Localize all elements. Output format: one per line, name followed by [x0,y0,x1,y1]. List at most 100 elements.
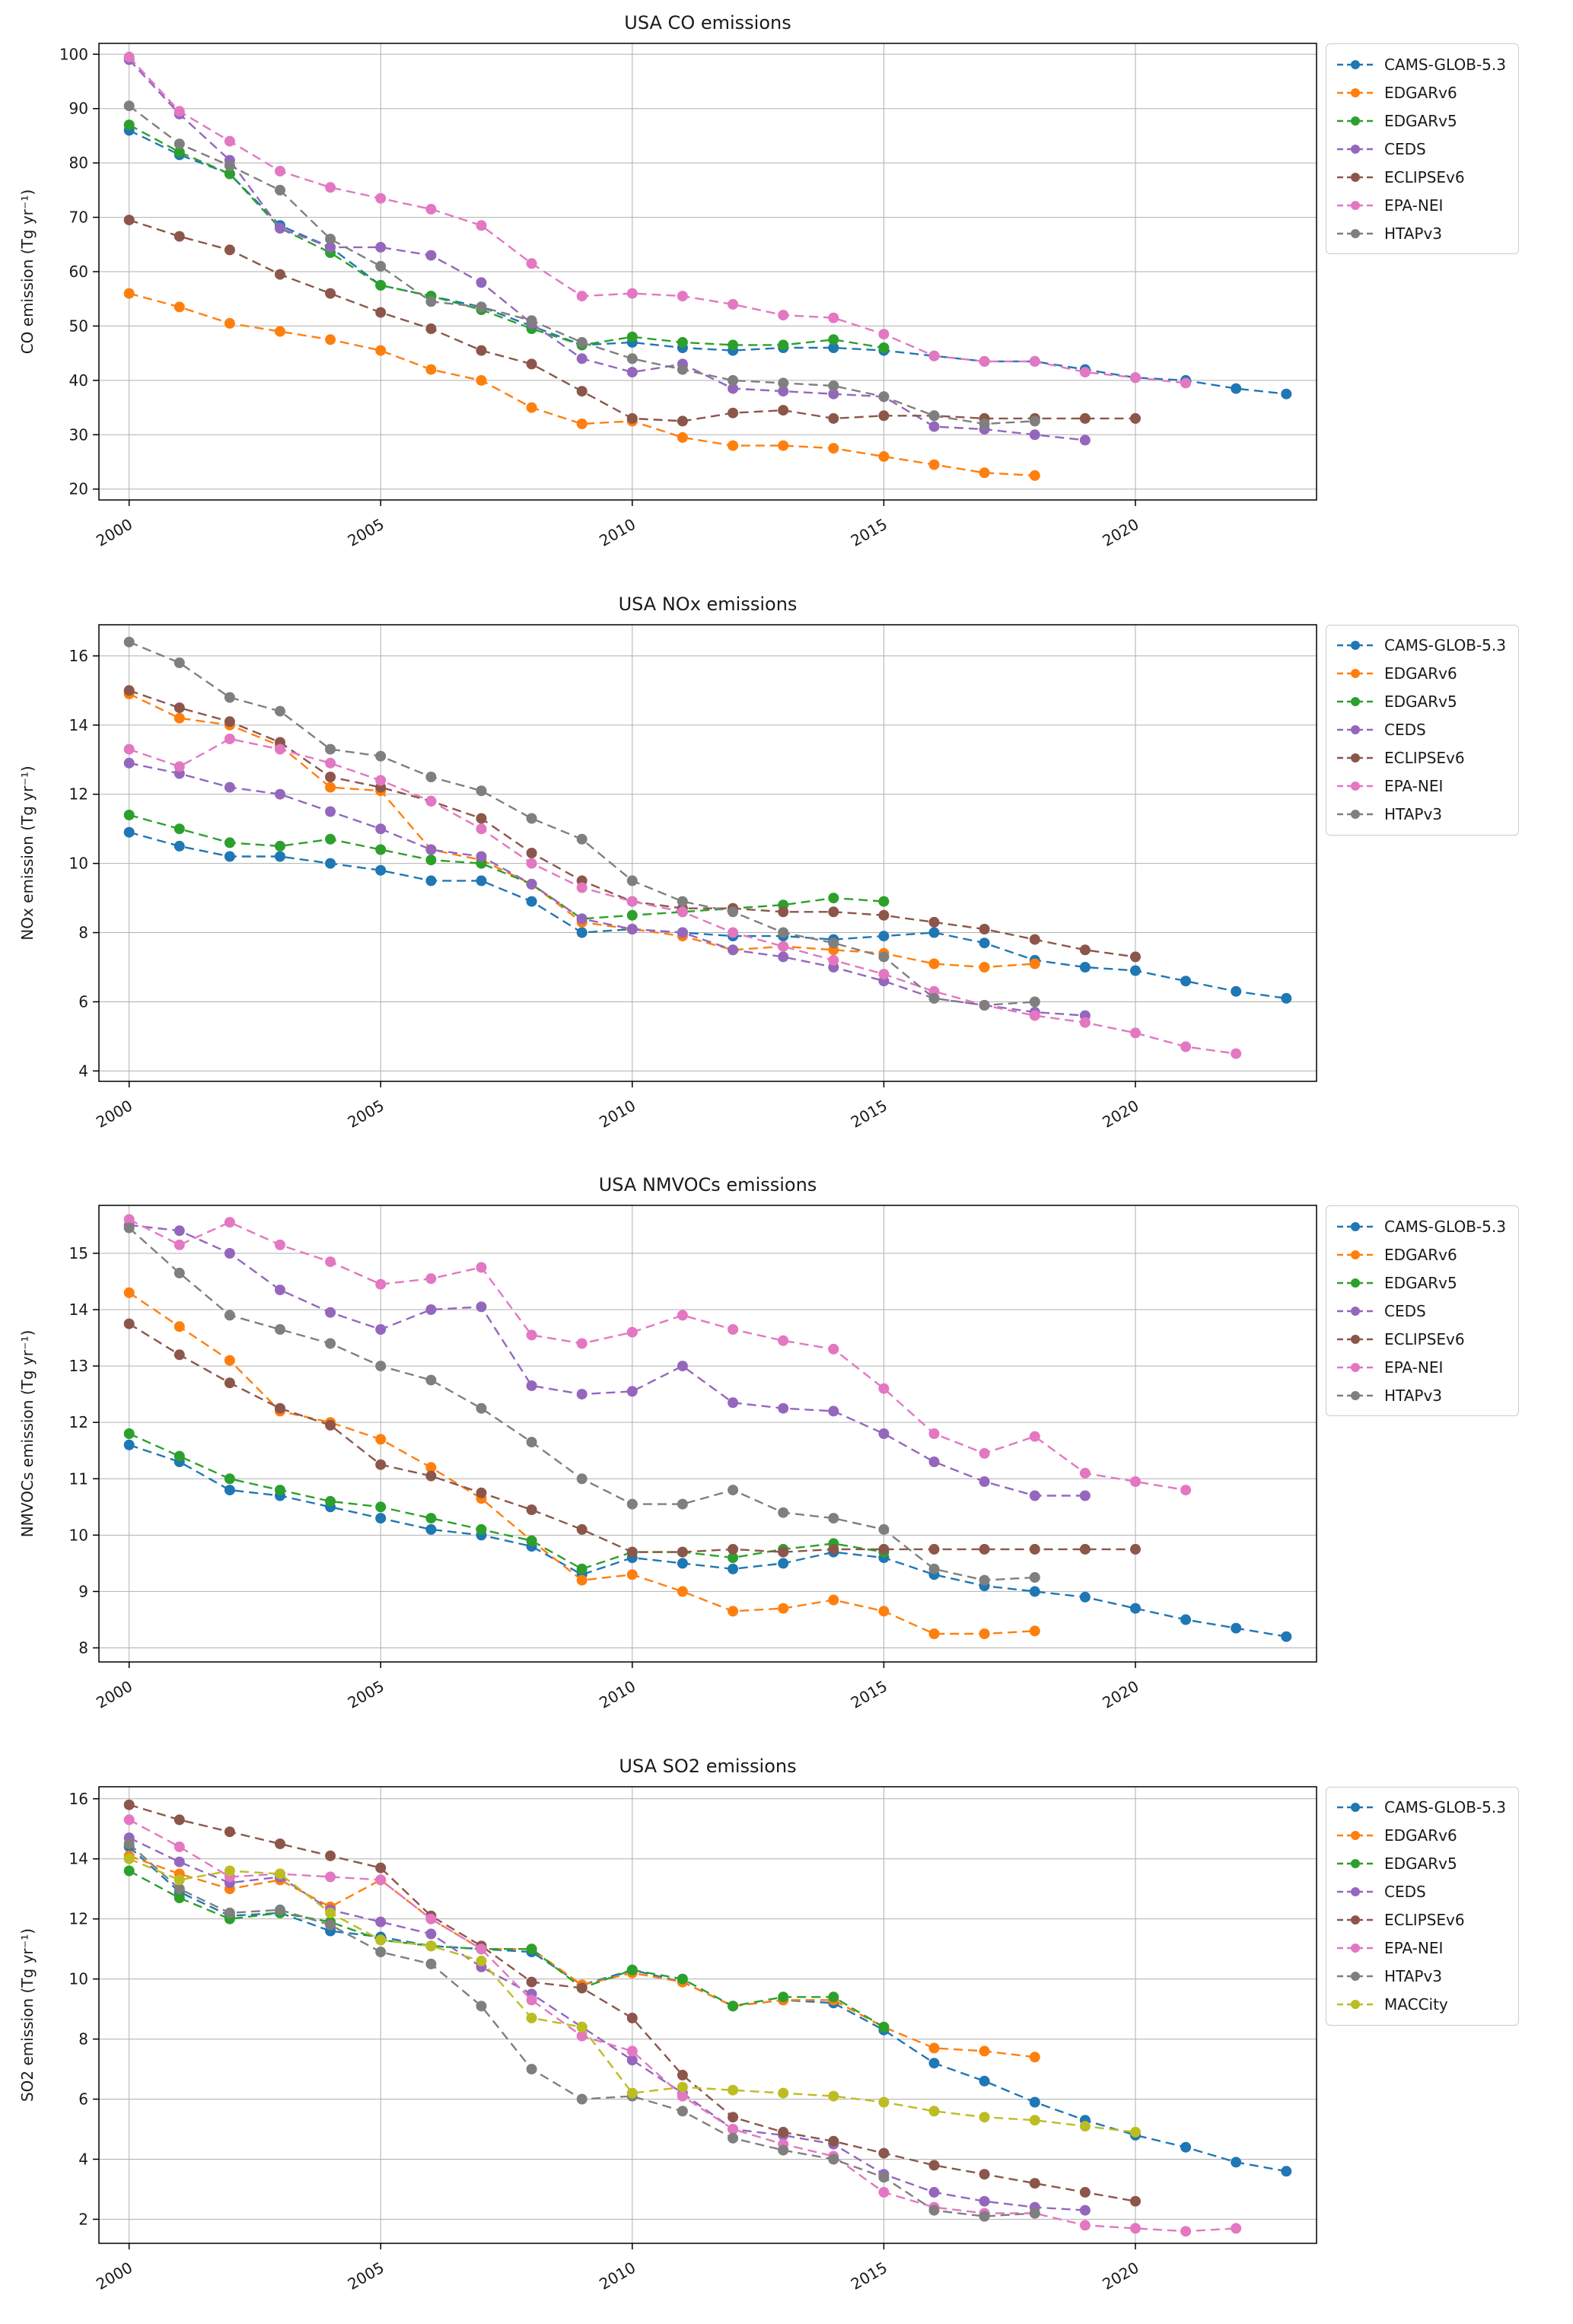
legend-item-ECLIPSEv6: ECLIPSEv6 [1336,1325,1506,1353]
data-point [375,844,387,855]
data-point [425,250,437,261]
data-point [778,386,789,397]
data-point [526,1943,537,1954]
data-point [375,1946,387,1957]
data-point [1180,1041,1192,1052]
data-point [174,712,185,724]
data-point [425,1273,437,1285]
data-point [878,968,890,979]
legend-item-EDGARv6: EDGARv6 [1336,1240,1506,1269]
data-point [828,906,839,917]
data-point [828,342,839,353]
data-point [576,1389,587,1400]
data-point [1029,429,1040,441]
data-point [1079,944,1091,955]
plot-nmvocs: 2000 2005 2010 2015 2020 8 9 10 11 12 13 14 15 [69,1205,1317,1712]
legend-nmvocs: CAMS-GLOB-5.3 EDGARv6 EDGARv5 CEDS ECLIPSEv6… [1326,1205,1519,1416]
y-tick-label: 14 [69,1300,88,1319]
data-point [576,912,587,924]
x-tick-label: 2020 [1099,515,1142,550]
data-point [928,2042,940,2053]
legend-label: EDGARv6 [1384,1826,1457,1845]
data-point [1231,2222,1242,2233]
data-point [626,331,638,342]
data-point [174,840,185,852]
data-point [174,1813,185,1825]
series-EPA-NEI [123,51,1192,389]
data-point [476,1955,487,1966]
data-point [928,350,940,361]
data-point [123,743,135,755]
data-point [878,2186,890,2198]
data-point [828,937,839,948]
legend-item-EDGARv5: EDGARv5 [1336,1269,1506,1297]
data-point [979,1574,990,1586]
y-tick-label: 6 [78,992,88,1011]
data-point [425,844,437,855]
data-point [626,1326,638,1338]
data-point [576,1523,587,1535]
series-ECLIPSEv6 [123,1318,1141,1558]
data-point [1180,975,1192,986]
data-point [878,1383,890,1394]
legend-item-HTAPv3: HTAPv3 [1336,1381,1506,1409]
data-point [576,1563,587,1574]
data-point [677,2090,688,2102]
legend-label: MACCity [1384,1995,1448,2014]
data-point [425,1928,437,1939]
y-tick-label: 12 [69,785,88,803]
legend-label: EDGARv6 [1384,83,1457,102]
legend-label: CEDS [1384,1301,1426,1320]
data-point [425,323,437,334]
data-point [979,923,990,934]
data-point [1130,372,1141,384]
data-point [828,312,839,323]
data-point [325,1338,336,1349]
data-point [325,234,336,245]
data-point [224,1826,235,1837]
data-point [425,874,437,886]
panel-nmvocs: 2000 2005 2010 2015 2020 8 9 10 11 12 13 14 15 USA N… [0,1162,1573,1743]
data-point [275,1485,285,1496]
data-point [1029,1543,1040,1555]
data-point [425,1374,437,1386]
data-point [728,339,739,351]
data-point [123,636,135,648]
legend-label: CEDS [1384,139,1426,158]
data-point [928,1543,940,1555]
data-point [123,1222,135,1234]
y-tick-label: 40 [69,371,88,390]
data-point [778,1546,789,1558]
data-point [526,1437,537,1448]
data-point [979,355,990,367]
data-point [1130,2126,1141,2138]
data-point [828,2154,839,2164]
x-tick-label: 2015 [848,2258,890,2293]
data-point [878,896,890,907]
data-point [375,1934,387,1945]
legend-label: EDGARv5 [1384,692,1457,711]
data-point [677,1973,688,1985]
data-point [375,1278,387,1290]
series-EPA-NEI [123,1214,1192,1496]
data-point [526,402,537,413]
data-point [1029,934,1040,945]
data-point [123,1799,135,1810]
data-point [677,1558,688,1569]
data-point [325,241,336,253]
data-point [1029,355,1040,367]
data-point [174,1225,185,1237]
chart-title-nmvocs: USA NMVOCs emissions [598,1174,817,1195]
series-EDGARv5 [123,119,890,353]
y-tick-label: 100 [59,45,88,63]
data-point [174,1841,185,1852]
data-point [778,2087,789,2099]
data-point [224,168,235,180]
data-point [1029,1490,1040,1501]
series-HTAPv3 [123,1838,1040,2221]
plot-nox: 2000 2005 2010 2015 2020 4 6 8 10 12 14 16 [69,623,1317,1131]
data-point [778,1402,789,1414]
data-point [174,657,185,668]
data-point [375,1916,387,1928]
